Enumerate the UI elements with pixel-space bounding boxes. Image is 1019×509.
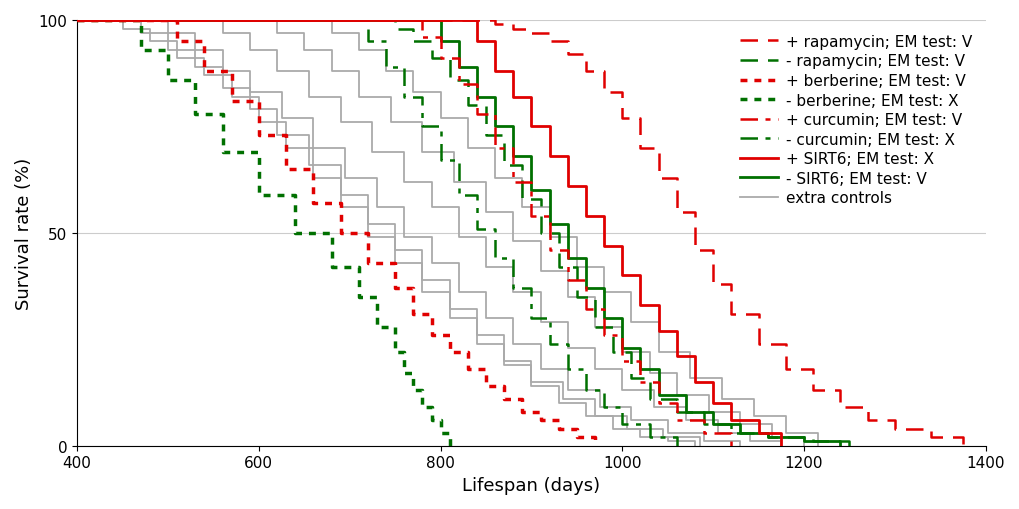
Y-axis label: Survival rate (%): Survival rate (%) (15, 157, 33, 309)
X-axis label: Lifespan (days): Lifespan (days) (462, 476, 600, 494)
Legend: + rapamycin; EM test: V, - rapamycin; EM test: V, + berberine; EM test: V, - ber: + rapamycin; EM test: V, - rapamycin; EM… (733, 29, 977, 212)
